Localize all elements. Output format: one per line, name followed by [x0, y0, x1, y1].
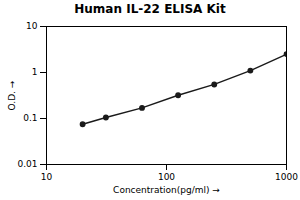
svg-text:100: 100 — [158, 172, 175, 182]
svg-text:Concentration(pg/ml) →: Concentration(pg/ml) → — [113, 185, 220, 195]
svg-text:0.1: 0.1 — [23, 113, 37, 123]
svg-text:1000: 1000 — [275, 172, 298, 182]
html-text:Human IL-22 ELISA Kit: Human IL-22 ELISA Kit — [74, 2, 226, 16]
svg-text:10: 10 — [41, 172, 53, 182]
svg-text:O.D. →: O.D. → — [7, 80, 17, 110]
svg-text:0.01: 0.01 — [17, 159, 37, 169]
svg-text:1: 1 — [32, 67, 38, 77]
svg-text:10: 10 — [26, 21, 38, 31]
